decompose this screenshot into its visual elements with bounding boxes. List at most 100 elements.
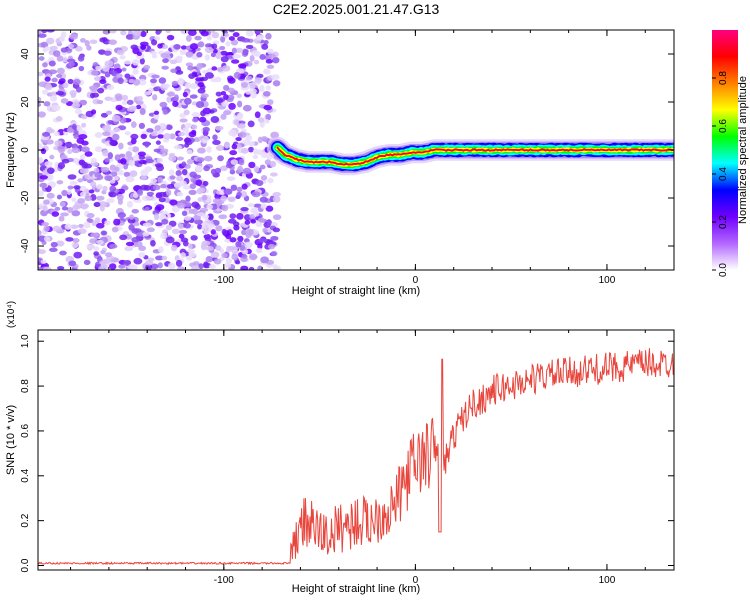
noise-cell (201, 194, 208, 201)
noise-cell (100, 250, 106, 255)
noise-cell (116, 193, 124, 201)
noise-cell (188, 73, 196, 79)
noise-cell (206, 34, 212, 41)
noise-cell (175, 259, 183, 267)
noise-cell (161, 65, 169, 70)
noise-cell (50, 91, 58, 97)
noise-cell (46, 192, 55, 199)
noise-cell (210, 52, 216, 58)
noise-cell (253, 59, 260, 65)
noise-cell (160, 52, 169, 59)
snr-panel: -100 0 100 0.0 0.2 0.4 0.6 0.8 1.0 Height of st… (5, 301, 675, 595)
noise-cell (169, 199, 178, 206)
snr-y-label: SNR (10 * v/v) (5, 405, 17, 475)
noise-cell (142, 231, 150, 237)
noise-cell (38, 156, 44, 164)
noise-cell (258, 238, 268, 243)
noise-cell (143, 64, 151, 70)
noise-cell (166, 91, 176, 97)
noise-cell (238, 131, 247, 139)
noise-cell (123, 163, 129, 170)
noise-cell (78, 65, 85, 72)
noise-cell (72, 238, 80, 243)
noise-cell (43, 199, 50, 205)
noise-cell (45, 83, 53, 91)
noise-cell (96, 222, 105, 229)
noise-cell (233, 71, 241, 79)
noise-cell (150, 263, 159, 270)
noise-cell (150, 240, 156, 247)
noise-cell (67, 148, 73, 155)
noise-cell (123, 259, 131, 267)
noise-cell (204, 227, 212, 233)
noise-cell (230, 59, 240, 64)
noise-cell (132, 59, 140, 66)
noise-cell (136, 51, 142, 57)
noise-cell (260, 256, 270, 264)
noise-cell (62, 82, 69, 89)
noise-cell (123, 171, 131, 177)
noise-cell (185, 62, 194, 67)
noise-cell (73, 185, 81, 190)
noise-cell (83, 259, 91, 265)
noise-cell (55, 240, 65, 247)
noise-cell (267, 177, 274, 184)
noise-cell (212, 48, 218, 54)
noise-cell (106, 84, 115, 91)
noise-cell (151, 74, 160, 79)
noise-cell (89, 39, 98, 45)
noise-cell (49, 45, 58, 51)
noise-cell (202, 126, 210, 133)
noise-cell (165, 236, 175, 244)
noise-cell (184, 122, 192, 129)
noise-cell (79, 191, 87, 197)
y-tick-label: 0.6 (20, 424, 31, 438)
noise-cell (219, 46, 226, 51)
noise-cell (117, 77, 124, 85)
noise-cell (183, 215, 192, 221)
noise-cell (248, 146, 254, 153)
noise-cell (121, 94, 129, 101)
y-tick-label: -20 (20, 190, 31, 205)
noise-cell (233, 119, 240, 126)
y-tick-label: 0.2 (20, 513, 31, 527)
noise-cell (229, 150, 238, 156)
noise-cell (132, 155, 140, 161)
noise-cell (218, 214, 228, 220)
noise-cell (270, 250, 278, 257)
noise-cell (65, 237, 74, 242)
noise-cell (38, 102, 42, 107)
noise-cell (38, 190, 44, 197)
noise-cell (38, 111, 46, 118)
noise-cell (101, 37, 108, 42)
noise-cell (199, 207, 209, 213)
noise-cell (94, 76, 102, 82)
noise-cell (264, 159, 272, 166)
noise-cell (225, 233, 232, 240)
noise-cell (154, 36, 161, 41)
noise-cell (175, 170, 182, 177)
noise-cell (220, 195, 227, 202)
noise-cell (104, 175, 113, 181)
noise-cell (43, 101, 51, 107)
noise-cell (232, 53, 242, 59)
noise-cell (269, 160, 277, 168)
noise-cell (96, 184, 103, 190)
noise-cell (220, 50, 228, 56)
noise-cell (81, 161, 89, 169)
noise-cell (158, 246, 164, 253)
colorbar: 0.0 0.2 0.4 0.6 0.8 Normalized spectral ampl… (712, 30, 749, 277)
noise-cell (38, 235, 47, 242)
noise-cell (119, 116, 127, 124)
noise-cell (262, 90, 271, 97)
noise-cell (210, 251, 220, 259)
noise-cell (209, 264, 216, 270)
noise-cell (180, 237, 189, 243)
noise-cell (45, 173, 54, 181)
spectrogram-y-ticks: 40 20 0 -20 -40 (20, 48, 674, 253)
noise-cell (265, 85, 271, 91)
noise-cell (254, 111, 261, 119)
noise-cell (67, 78, 74, 85)
noise-cell (166, 124, 173, 130)
noise-cell (160, 183, 167, 189)
